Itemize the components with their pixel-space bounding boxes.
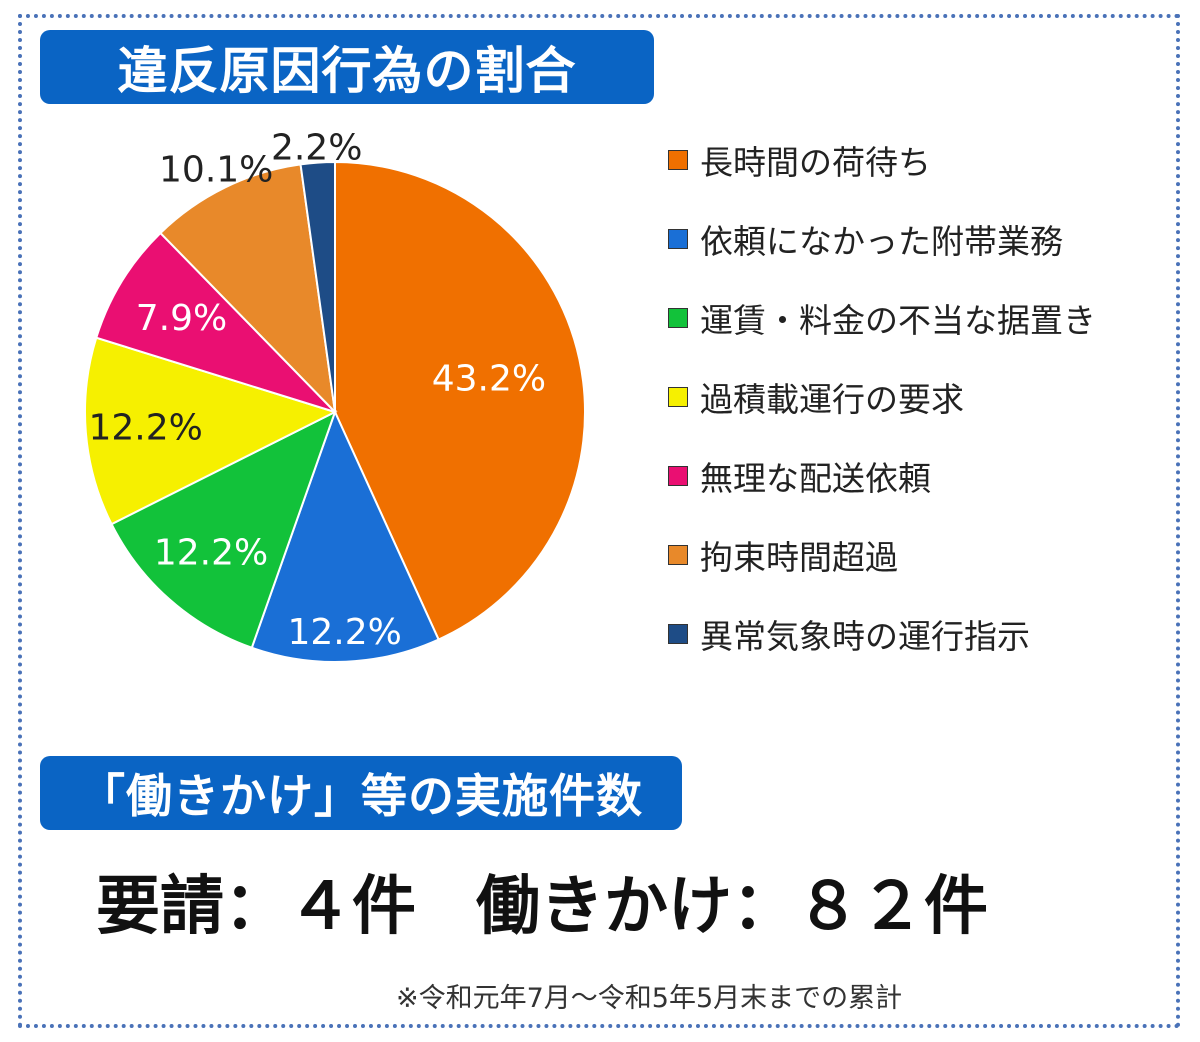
chart-title-banner: 違反原因行為の割合 — [40, 30, 654, 104]
legend-swatch — [668, 465, 688, 486]
legend-swatch — [668, 149, 688, 170]
section-title: 「働きかけ」等の実施件数 — [79, 769, 643, 823]
legend-item: 過積載運行の要求 — [668, 377, 1096, 419]
legend-item: 運賃・料金の不当な据置き — [668, 298, 1096, 340]
legend-label: 運賃・料金の不当な据置き — [700, 300, 1096, 340]
data-label: 12.2% — [287, 612, 401, 653]
legend-label: 無理な配送依頼 — [700, 458, 931, 498]
footnote: ※令和元年7月～令和5年5月末までの累計 — [396, 983, 903, 1014]
request-count: 要請：４件 — [96, 870, 416, 944]
legend-label: 異常気象時の運行指示 — [700, 616, 1030, 656]
pie-slice — [110, 409, 337, 650]
pie-slice — [84, 336, 338, 526]
section-title-banner: 「働きかけ」等の実施件数 — [40, 756, 682, 830]
pie-slice — [250, 409, 440, 663]
legend-swatch — [668, 307, 688, 328]
legend-swatch — [668, 228, 688, 249]
dotted-frame — [18, 14, 1180, 1028]
legend-item: 長時間の荷待ち — [668, 140, 1096, 182]
legend-swatch — [668, 544, 688, 565]
legend-label: 依頼になかった附帯業務 — [700, 221, 1063, 261]
chart-title: 違反原因行為の割合 — [117, 42, 577, 100]
data-label: 12.2% — [88, 408, 202, 449]
data-label: 12.2% — [154, 533, 268, 574]
data-label: 43.2% — [432, 359, 546, 400]
legend-item: 拘束時間超過 — [668, 535, 1096, 577]
legend-swatch — [668, 386, 688, 407]
data-label: 7.9% — [136, 298, 227, 339]
legend-item: 依頼になかった附帯業務 — [668, 219, 1096, 261]
data-label: 10.1% — [159, 150, 273, 191]
hatarakikake-count: 働きかけ：８２件 — [476, 870, 988, 944]
pie-slice — [95, 231, 336, 413]
legend-label: 拘束時間超過 — [700, 537, 898, 577]
pie-chart: 43.2% 12.2% 12.2% 12.2% 7.9% 10.1%2.2% — [84, 128, 586, 663]
pie-slice — [159, 163, 337, 415]
legend-item: 異常気象時の運行指示 — [668, 614, 1096, 656]
pie-slice — [299, 160, 336, 413]
data-label: 2.2% — [271, 128, 362, 169]
legend-swatch — [668, 623, 688, 644]
legend-label: 過積載運行の要求 — [700, 379, 964, 419]
legend-label: 長時間の荷待ち — [700, 142, 931, 182]
legend-item: 無理な配送依頼 — [668, 456, 1096, 498]
counts-line: 要請：４件 働きかけ：８２件 — [96, 855, 1146, 947]
chart-legend: 長時間の荷待ち依頼になかった附帯業務 運賃・料金の不当な据置き 過積載運行の要求 無理… — [668, 140, 1096, 693]
pie-slice — [334, 160, 586, 641]
